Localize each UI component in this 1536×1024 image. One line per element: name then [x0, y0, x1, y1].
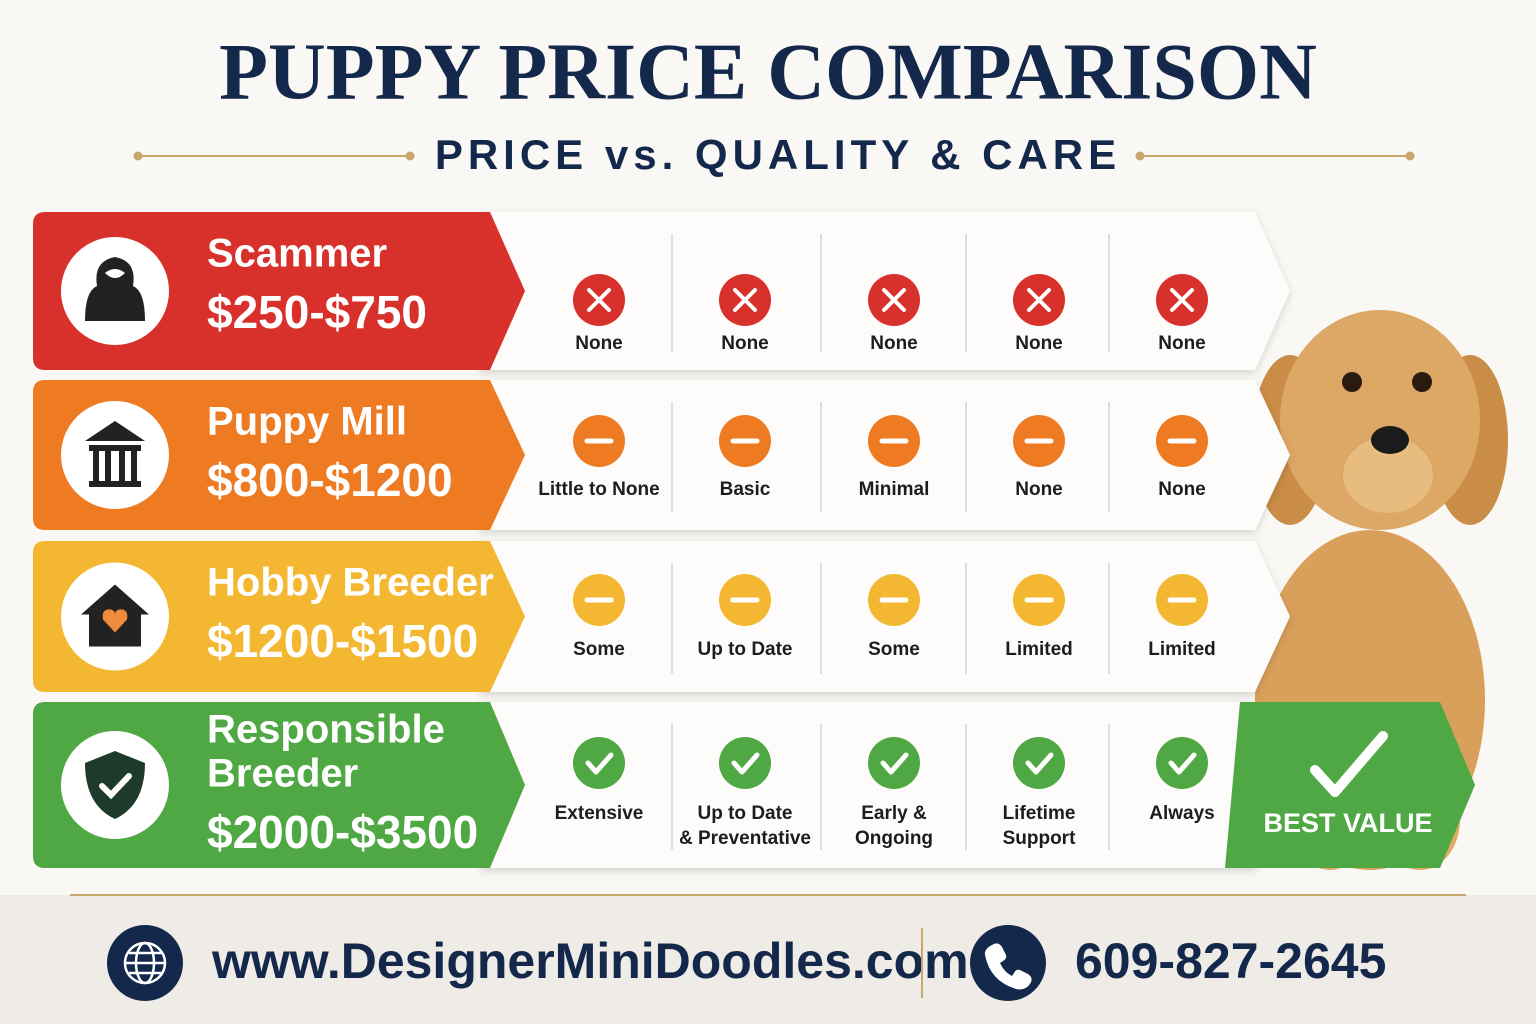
phone: 609-827-2645 [1075, 933, 1386, 989]
cell-text: Extensive [555, 803, 644, 824]
status-check [731, 752, 760, 775]
cell-text: Little to None [538, 479, 659, 500]
cell-text: None [870, 333, 918, 354]
phone-icon [970, 925, 1046, 1001]
cell-text: Some [868, 639, 920, 660]
tier-icon [85, 751, 145, 819]
cell-text: Support [1003, 828, 1076, 849]
cell-text: None [1158, 479, 1206, 500]
best-value-check [1310, 731, 1388, 797]
cell-text: Minimal [859, 479, 930, 500]
status-check [585, 752, 614, 775]
cell-text: Limited [1148, 639, 1216, 660]
cell-text: Always [1149, 803, 1214, 824]
best-value-badge [1225, 702, 1475, 868]
tier-price: $800-$1200 [207, 454, 453, 506]
cell-text: Ongoing [855, 828, 933, 849]
tier-icon [85, 421, 145, 487]
website: www.DesignerMiniDoodles.com [211, 933, 969, 989]
heart [102, 609, 128, 633]
subtitle: PRICE vs. QUALITY & CARE [435, 131, 1121, 178]
cell-text: None [575, 333, 623, 354]
tier-icon-bg [61, 401, 169, 509]
tier-banner [33, 702, 525, 868]
tier-row: Puppy Mill $800-$1200 Little to None Basic M… [33, 380, 1290, 530]
tier-price: $1200-$1500 [207, 615, 478, 667]
tier-price: $2000-$3500 [207, 806, 478, 858]
tier-row: Scammer $250-$750 None None None None None [33, 212, 1290, 370]
status-x [733, 288, 757, 312]
title: PUPPY PRICE COMPARISON [219, 28, 1317, 116]
cell-text: Limited [1005, 639, 1073, 660]
cell-text: Basic [720, 479, 771, 500]
tier-icon [85, 257, 145, 321]
status-icon [1013, 737, 1065, 789]
status-check [1025, 752, 1054, 775]
cell-text: Lifetime [1003, 803, 1076, 824]
status-x [1170, 288, 1194, 312]
cell-text: & Preventative [679, 828, 811, 849]
cell-text: Up to Date [698, 803, 793, 824]
shield [85, 751, 145, 819]
status-x [587, 288, 611, 312]
tier-name: Puppy Mill [207, 400, 407, 444]
tier-row: Hobby Breeder $1200-$1500 Some Up to Date So… [33, 541, 1290, 692]
tier-icon [81, 584, 149, 647]
status-icon [868, 737, 920, 789]
status-check [880, 752, 909, 775]
tier-name: Responsible [207, 708, 445, 752]
cell-text: None [1015, 479, 1063, 500]
subtitle-rule [133, 151, 1415, 161]
cell-text: None [1015, 333, 1063, 354]
cell-text: Early & [861, 803, 927, 824]
status-icon [719, 737, 771, 789]
tier-banner [33, 541, 525, 692]
cell-text: None [721, 333, 769, 354]
hood-figure [85, 257, 145, 321]
shield-check [99, 773, 132, 800]
mill-building [85, 421, 145, 487]
status-x [1027, 288, 1051, 312]
status-check [1168, 752, 1197, 775]
tier-name: Hobby Breeder [207, 561, 494, 605]
status-x [882, 288, 906, 312]
cell-text: Some [573, 639, 625, 660]
tier-price: $250-$750 [207, 286, 427, 338]
tier-name: Breeder [207, 752, 358, 796]
cell-text: None [1158, 333, 1206, 354]
tier-banner [33, 212, 525, 370]
globe-icon [107, 925, 183, 1001]
status-icon [1156, 737, 1208, 789]
footer-band [0, 895, 1536, 1024]
tier-name: Scammer [207, 232, 387, 276]
tier-banner [33, 380, 525, 530]
status-icon [573, 737, 625, 789]
cell-text: Up to Date [698, 639, 793, 660]
best-value-label: BEST VALUE [1263, 808, 1432, 838]
